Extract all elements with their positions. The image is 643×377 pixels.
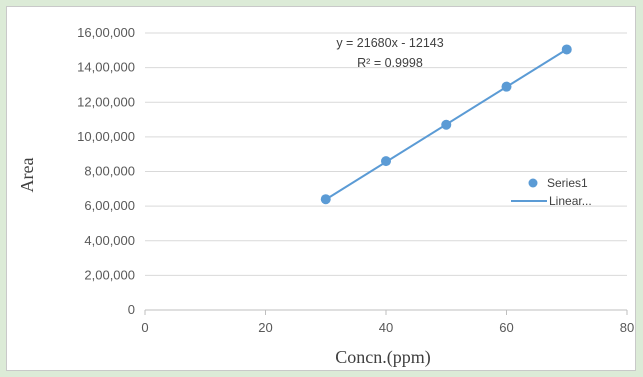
y-tick-label: 16,00,000 (77, 25, 135, 40)
data-point (441, 119, 452, 130)
axes (144, 309, 628, 315)
y-axis-title: Area (17, 158, 37, 193)
r-squared-label: R² = 0.9998 (357, 56, 423, 70)
legend-label-series1: Series1 (547, 176, 588, 190)
legend: Series1 Linear... (511, 176, 592, 208)
legend-marker-series1 (528, 178, 538, 188)
x-tick-label: 40 (379, 320, 393, 335)
chart-frame: 0 2,00,000 4,00,000 6,00,000 8,00,000 10,00,0… (6, 6, 636, 371)
grid-lines (145, 32, 627, 276)
y-tick-label: 10,00,000 (77, 129, 135, 144)
y-tick-labels: 0 2,00,000 4,00,000 6,00,000 8,00,000 10,00,0… (77, 25, 135, 317)
x-axis-title: Concn.(ppm) (335, 347, 430, 368)
legend-label-linear: Linear... (549, 194, 592, 208)
trendline-equation: y = 21680x - 12143 (336, 36, 443, 50)
x-tick-label: 20 (258, 320, 272, 335)
x-tick-label: 0 (141, 320, 148, 335)
data-point (320, 194, 331, 205)
y-tick-label: 0 (128, 302, 135, 317)
data-point (501, 81, 512, 92)
y-tick-label: 6,00,000 (84, 198, 135, 213)
y-tick-label: 4,00,000 (84, 233, 135, 248)
scatter-chart: 0 2,00,000 4,00,000 6,00,000 8,00,000 10,00,0… (17, 25, 634, 368)
y-tick-label: 2,00,000 (84, 267, 135, 282)
y-tick-label: 14,00,000 (77, 60, 135, 75)
x-tick-labels: 0 20 40 60 80 (141, 320, 634, 335)
x-tick-label: 80 (620, 320, 634, 335)
x-tick-label: 60 (499, 320, 513, 335)
data-point (381, 156, 391, 167)
y-tick-label: 12,00,000 (77, 94, 135, 109)
data-points (320, 44, 572, 205)
data-point (561, 44, 572, 55)
y-tick-label: 8,00,000 (84, 164, 135, 179)
